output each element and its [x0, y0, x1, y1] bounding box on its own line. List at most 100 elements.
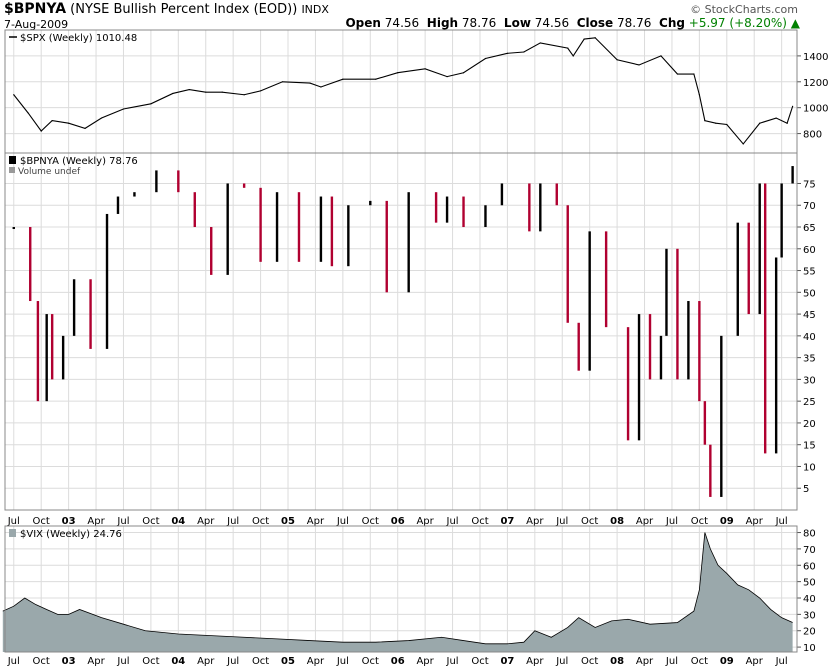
x-tick-label: Apr	[87, 656, 105, 667]
vix-series-line	[2, 532, 793, 645]
x-tick-label: Apr	[636, 516, 654, 527]
y-tick-label: 70	[803, 545, 816, 556]
copyright-text: © StockCharts.com	[690, 3, 798, 16]
spx-point	[205, 91, 207, 93]
spx-point	[221, 91, 223, 93]
x-tick-label: Apr	[746, 516, 764, 527]
spx-point	[484, 57, 487, 60]
bpnya-bar	[566, 205, 569, 323]
chart-title: $BPNYA (NYSE Bullish Percent Index (EOD)…	[4, 1, 329, 17]
x-tick-label: Apr	[307, 516, 325, 527]
spx-point	[342, 78, 344, 80]
bpnya-bar	[774, 257, 778, 454]
x-tick-label: Jul	[775, 656, 788, 667]
x-tick-label: Apr	[636, 656, 654, 667]
bpnya-bar	[659, 335, 663, 380]
bpnya-bar	[45, 314, 48, 402]
bpnya-bar	[462, 196, 465, 228]
spx-point	[51, 120, 53, 122]
x-tick-label: Jul	[336, 516, 349, 527]
bpnya-bar	[528, 183, 531, 232]
spx-point	[704, 120, 706, 122]
bpnya-bar	[259, 187, 262, 262]
bpnya-bar	[319, 196, 323, 262]
x-tick-label: Jul	[116, 516, 129, 527]
high-value: 78.76	[461, 16, 497, 30]
x-tick-label: Apr	[746, 656, 764, 667]
y-tick-label: 1200	[803, 78, 828, 89]
bpnya-bar	[369, 200, 372, 206]
x-tick-label: Jul	[226, 656, 239, 667]
spx-point	[424, 68, 426, 70]
bpnya-bar	[226, 183, 229, 275]
x-tick-label: Jul	[116, 656, 129, 667]
up-arrow-icon: ▲	[790, 16, 800, 30]
y-tick-label: 10	[803, 643, 816, 654]
x-tick-label: 06	[391, 656, 405, 667]
chg-value: +5.97 (+8.20%)	[688, 16, 787, 30]
spx-point	[506, 52, 509, 54]
bpnya-bar	[116, 196, 120, 214]
description: (NYSE Bullish Percent Index (EOD))	[70, 2, 298, 17]
bpnya-bar	[407, 192, 410, 293]
close-label: Close	[576, 16, 614, 30]
low-value: 74.56	[534, 16, 570, 30]
bpnya-bar	[791, 166, 794, 184]
x-tick-label: Apr	[526, 656, 544, 667]
spx-point	[616, 59, 618, 61]
y-tick-label: 40	[803, 594, 816, 605]
y-tick-label: 70	[803, 201, 816, 212]
x-tick-label: Oct	[362, 516, 379, 527]
x-tick-label: Oct	[142, 656, 159, 667]
y-tick-label: 45	[803, 310, 816, 321]
spx-point	[572, 55, 574, 57]
bpnya-bar	[275, 192, 279, 262]
bpnya-bar	[193, 192, 196, 228]
bpnya-bar	[709, 444, 712, 497]
bpnya-bar	[484, 205, 487, 228]
bpnya-bar	[29, 227, 32, 302]
spx-point	[539, 42, 541, 44]
spx-point	[792, 105, 794, 107]
spx-point	[660, 55, 662, 57]
spx-point	[698, 94, 700, 96]
bpnya-bar	[50, 314, 54, 380]
high-label: High	[426, 16, 459, 30]
y-tick-label: 40	[803, 332, 816, 343]
x-tick-label: 08	[610, 656, 624, 667]
bpnya-bar	[780, 183, 783, 258]
bpnya-bar	[747, 222, 750, 315]
x-tick-label: Apr	[416, 516, 434, 527]
bpnya-bar	[12, 227, 15, 230]
bpnya-bar	[637, 314, 641, 441]
y-tick-label: 5	[803, 484, 809, 495]
bpnya-bar	[36, 301, 40, 402]
y-tick-label: 15	[803, 441, 816, 452]
spx-point	[13, 94, 15, 96]
spx-point	[309, 82, 311, 84]
y-tick-label: 20	[803, 419, 816, 430]
bpnya-bar	[736, 222, 739, 336]
bpnya-bar	[347, 205, 350, 267]
spx-point	[786, 122, 788, 124]
x-tick-label: Oct	[33, 656, 50, 667]
x-tick-label: Jul	[226, 516, 239, 527]
spx-point	[594, 37, 596, 39]
x-tick-label: 05	[281, 656, 295, 667]
copyright: © StockCharts.com	[690, 3, 798, 16]
x-tick-label: Apr	[526, 516, 544, 527]
bpnya-bar	[665, 248, 668, 336]
vix-area	[2, 532, 793, 652]
x-tick-label: Jul	[336, 656, 349, 667]
bpnya-bar	[555, 183, 558, 206]
x-tick-label: Oct	[142, 516, 159, 527]
x-tick-label: Oct	[691, 656, 708, 667]
x-tick-label: Oct	[471, 656, 488, 667]
y-tick-label: 75	[803, 179, 816, 190]
x-tick-label: 08	[610, 516, 624, 527]
x-tick-label: Oct	[252, 656, 269, 667]
bpnya-bar	[588, 231, 591, 371]
bpnya-bar	[330, 196, 334, 267]
spx-point	[397, 72, 399, 74]
